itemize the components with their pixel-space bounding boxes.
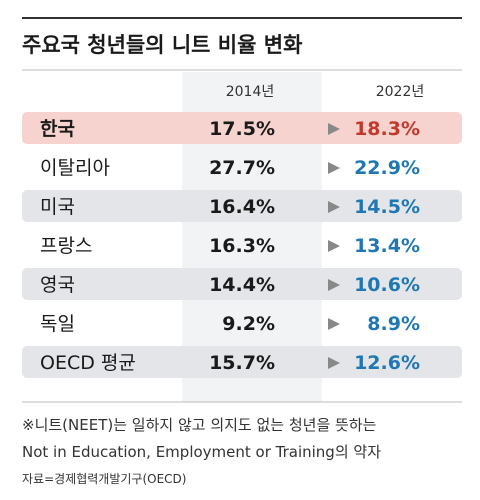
chart-title: 주요국 청년들의 니트 비율 변화 [22, 33, 303, 57]
footnote-line-2: Not in Education, Employment or Training… [22, 443, 382, 461]
footnote-line-1: ※니트(NEET)는 일하지 않고 의지도 없는 청년을 뜻하는 [22, 416, 377, 434]
country-label: 미국 [40, 196, 75, 218]
row-background [22, 268, 462, 300]
value-2022: 18.3% [354, 118, 420, 140]
arrow-icon [328, 318, 340, 330]
arrow-icon [328, 162, 340, 174]
value-2022: 8.9% [367, 313, 420, 335]
value-2014: 16.3% [209, 235, 275, 257]
row-background [22, 112, 462, 144]
value-2014: 16.4% [209, 196, 275, 218]
value-2022: 12.6% [354, 352, 420, 374]
country-label: 영국 [40, 274, 75, 296]
arrow-icon [328, 240, 340, 252]
value-2014: 9.2% [222, 313, 275, 335]
value-2022: 14.5% [354, 196, 420, 218]
source-note: 자료=경제협력개발기구(OECD) [22, 472, 187, 486]
country-label: 독일 [40, 313, 75, 335]
country-label: 한국 [40, 118, 75, 140]
arrow-icon [328, 123, 340, 135]
arrow-icon [328, 357, 340, 369]
country-label: 프랑스 [40, 235, 92, 257]
arrow-icon [328, 201, 340, 213]
value-2022: 10.6% [354, 274, 420, 296]
country-label: 이탈리아 [40, 157, 110, 179]
arrow-icon [328, 279, 340, 291]
value-2022: 13.4% [354, 235, 420, 257]
value-2022: 22.9% [354, 157, 420, 179]
row-background [22, 346, 462, 378]
value-2014: 17.5% [209, 118, 275, 140]
column-header-2022: 2022년 [376, 84, 425, 100]
value-2014: 15.7% [209, 352, 275, 374]
country-label: OECD 평균 [40, 352, 136, 374]
value-2014: 27.7% [209, 157, 275, 179]
row-background [22, 190, 462, 222]
value-2014: 14.4% [209, 274, 275, 296]
column-header-2014: 2014년 [226, 84, 275, 100]
